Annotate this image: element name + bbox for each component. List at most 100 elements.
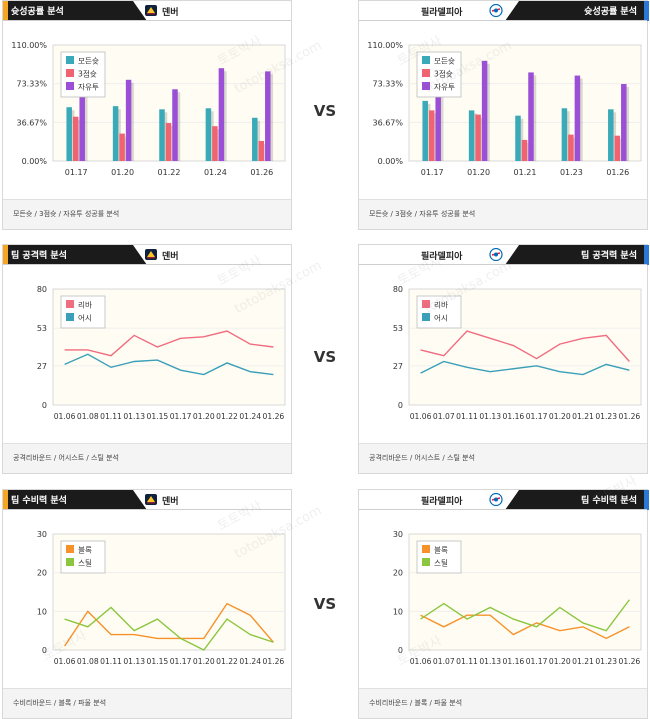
bar — [205, 108, 212, 161]
team-name: 필라델피아 — [421, 497, 463, 507]
bar — [265, 71, 271, 161]
legend-swatch — [66, 69, 74, 77]
x-tick-label: 01.17 — [65, 168, 88, 177]
header-bar — [519, 490, 644, 510]
bar — [608, 109, 614, 161]
x-tick-label: 01.24 — [204, 168, 227, 177]
x-tick-label: 01.26 — [263, 412, 285, 421]
defense-panel-denver: 팀 수비력 분석 덴버 0 10 20 30 01.06 01.08 01.11 01.13 0… — [2, 489, 292, 719]
nuggets-logo-icon — [145, 494, 157, 505]
x-tick-label: 01.13 — [479, 412, 501, 421]
nuggets-logo-icon — [145, 249, 157, 260]
y-tick-label: 53 — [37, 324, 47, 333]
bar — [125, 79, 132, 161]
vs-label: VS — [313, 348, 337, 366]
bar — [475, 114, 481, 161]
legend-swatch — [422, 82, 430, 90]
footer-text: 공격리바운드 / 어시스트 / 스틸 분석 — [369, 454, 476, 462]
legend-label: 스틸 — [78, 559, 92, 568]
x-tick-label: 01.07 — [433, 657, 455, 666]
x-tick-label: 01.08 — [77, 657, 99, 666]
panel-footer: 수비리바운드 / 블록 / 파울 분석 — [3, 688, 291, 718]
header-slant — [131, 490, 147, 510]
x-tick-label: 01.22 — [216, 412, 238, 421]
y-tick-label: 0 — [42, 401, 47, 410]
bar — [468, 110, 475, 161]
header-accent — [3, 245, 8, 265]
y-tick-label: 10 — [393, 607, 403, 616]
bar-chart: 0.00% 36.67% 73.33% 110.00% 01.17 01.20 01.22 0… — [11, 41, 286, 177]
x-tick-label: 01.06 — [410, 412, 432, 421]
x-tick-label: 01.11 — [456, 412, 478, 421]
bar — [574, 75, 581, 161]
shooting-panel-denver: 슛성공률 분석 덴버 0.00% 36.67% 73.33% 110.00% 01.17… — [2, 0, 292, 230]
y-tick-label: 80 — [37, 285, 47, 294]
legend-label: 리바 — [434, 300, 448, 310]
x-tick-label: 01.16 — [503, 657, 525, 666]
x-tick-label: 01.22 — [158, 168, 181, 177]
y-tick-label: 0.00% — [22, 157, 48, 166]
header-slant — [131, 1, 147, 21]
x-tick-label: 01.21 — [572, 657, 594, 666]
y-tick-label: 10 — [37, 607, 47, 616]
legend-swatch — [422, 313, 430, 321]
x-tick-label: 01.11 — [456, 657, 478, 666]
panel-header: 팀 공격력 분석 필라델피아 — [359, 245, 649, 265]
bar — [258, 140, 265, 161]
panel-title: 팀 공격력 분석 — [581, 251, 637, 261]
series-line — [420, 614, 630, 640]
x-tick-label: 01.26 — [606, 168, 629, 177]
panel-header: 슛성공률 분석 필라델피아 — [359, 1, 649, 21]
shooting-panel-philadelphia: 슛성공률 분석 필라델피아 0.00% 36.67% 73.33% 110.00% 01… — [358, 0, 649, 230]
x-tick-label: 01.26 — [263, 657, 285, 666]
legend-swatch — [66, 558, 74, 566]
series-line — [420, 330, 630, 362]
panel-header: 슛성공률 분석 덴버 — [3, 1, 291, 21]
x-tick-label: 01.15 — [147, 412, 169, 421]
header-slant — [505, 1, 521, 21]
header-accent — [3, 1, 8, 21]
y-tick-label: 36.67% — [372, 118, 403, 127]
bar — [112, 106, 119, 161]
bar — [435, 69, 441, 161]
legend-swatch — [66, 313, 74, 321]
x-tick-label: 01.17 — [526, 412, 548, 421]
bar — [528, 72, 534, 161]
x-tick-label: 01.22 — [216, 657, 238, 666]
team-name: 덴버 — [162, 497, 179, 507]
bar — [119, 133, 125, 161]
series-line — [420, 599, 630, 632]
header-accent — [3, 490, 8, 510]
y-tick-label: 20 — [37, 569, 47, 578]
legend-label: 자유투 — [434, 83, 455, 92]
legend-swatch — [422, 69, 430, 77]
x-tick-label: 01.17 — [170, 657, 192, 666]
team-name: 필라델피아 — [421, 8, 463, 18]
bar — [422, 100, 428, 161]
bar — [159, 109, 165, 161]
panel-title: 팀 수비력 분석 — [581, 496, 637, 506]
x-tick-label: 01.23 — [560, 168, 583, 177]
y-tick-label: 36.67% — [16, 118, 47, 127]
y-tick-label: 30 — [393, 530, 403, 539]
panel-footer: 수비리바운드 / 블록 / 파울 분석 — [359, 688, 647, 718]
panel-footer: 공격리바운드 / 어시스트 / 스틸 분석 — [3, 443, 291, 473]
x-tick-label: 01.24 — [239, 657, 261, 666]
legend-swatch — [422, 545, 430, 553]
footer-text: 모든슛 / 3점슛 / 자유투 성공률 분석 — [13, 210, 120, 218]
bar — [165, 123, 172, 161]
x-tick-label: 01.23 — [595, 657, 617, 666]
x-tick-label: 01.08 — [77, 412, 99, 421]
header-bar — [8, 490, 133, 510]
bar — [72, 116, 79, 161]
x-tick-label: 01.20 — [111, 168, 134, 177]
y-tick-label: 80 — [393, 285, 403, 294]
legend-label: 3점슛 — [434, 69, 453, 79]
series-line — [64, 602, 274, 647]
panel-title: 팀 공격력 분석 — [11, 251, 67, 261]
legend-swatch — [66, 545, 74, 553]
header-slant — [131, 245, 147, 265]
